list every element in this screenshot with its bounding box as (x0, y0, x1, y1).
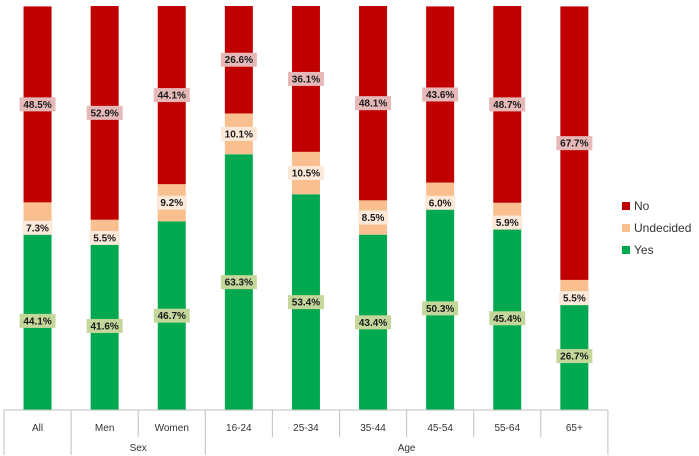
data-label-yes: 63.3% (225, 278, 253, 289)
data-label-bg (492, 215, 523, 230)
data-labels-layer: 44.1% 7.3% 48.5% 41.6% 5.5% 52.9% 46.7% 9.2% 44.… (19, 52, 593, 364)
bars-layer (23, 6, 589, 410)
category-tick-label: 65+ (566, 423, 583, 434)
data-label-yes: 44.1% (23, 316, 51, 327)
data-label-bg (422, 87, 459, 102)
legend-swatch-no (622, 202, 630, 210)
category-group-label: Age (398, 443, 416, 454)
data-label-no: 26.6% (225, 55, 253, 66)
data-label-bg (89, 230, 120, 245)
data-label-yes: 43.4% (359, 318, 387, 329)
legend-label-yes: Yes (634, 243, 654, 257)
category-tick-label: 16-24 (226, 423, 252, 434)
data-label-undecided: 7.3% (26, 223, 49, 234)
data-label-bg (287, 166, 324, 181)
data-label-bg (425, 195, 456, 210)
category-tick-label: Women (155, 423, 189, 434)
data-label-yes: 41.6% (90, 321, 118, 332)
data-label-undecided: 5.9% (496, 218, 519, 229)
data-label-undecided: 10.1% (225, 129, 253, 140)
data-label-no: 44.1% (158, 91, 186, 102)
data-label-yes: 26.7% (560, 352, 588, 363)
data-label-bg (153, 308, 190, 323)
data-label-bg (86, 318, 123, 333)
data-label-bg (358, 210, 389, 225)
category-tick-label: 25-34 (293, 423, 319, 434)
data-label-undecided: 9.2% (160, 198, 183, 209)
data-label-bg (559, 291, 590, 306)
data-label-bg (422, 301, 459, 316)
data-label-bg (153, 88, 190, 103)
category-tick-label: 55-64 (494, 423, 520, 434)
legend-label-no: No (634, 199, 650, 213)
data-label-bg (556, 136, 593, 151)
legend-label-undecided: Undecided (634, 221, 691, 235)
data-label-bg (220, 126, 257, 141)
legend-swatch-undecided (622, 224, 630, 232)
data-label-no: 52.9% (90, 108, 118, 119)
data-label-bg (287, 71, 324, 86)
legend: No Undecided Yes (622, 199, 691, 257)
data-label-bg (22, 220, 53, 235)
data-label-bg (19, 97, 56, 112)
category-tick-label: Men (95, 423, 114, 434)
data-label-yes: 50.3% (426, 304, 454, 315)
data-label-bg (220, 52, 257, 67)
data-label-no: 48.7% (493, 100, 521, 111)
data-label-yes: 46.7% (158, 311, 186, 322)
category-axis: All Men Women 16-24 25-34 35-44 45-54 55-64 65+ S… (3, 409, 609, 455)
data-label-bg (489, 97, 526, 112)
data-label-no: 36.1% (292, 74, 320, 85)
data-label-no: 48.1% (359, 99, 387, 110)
data-label-bg (220, 275, 257, 290)
data-label-yes: 45.4% (493, 314, 521, 325)
data-label-undecided: 5.5% (93, 233, 116, 244)
legend-swatch-yes (622, 246, 630, 254)
data-label-bg (19, 313, 56, 328)
data-label-bg (156, 195, 187, 210)
data-label-bg (355, 96, 392, 111)
data-label-no: 67.7% (560, 139, 588, 150)
data-label-undecided: 8.5% (362, 213, 385, 224)
data-label-no: 43.6% (426, 90, 454, 101)
data-label-yes: 53.4% (292, 298, 320, 309)
category-group-label: Sex (130, 443, 147, 454)
data-label-bg (287, 295, 324, 310)
category-tick-label: All (32, 423, 43, 434)
data-label-bg (355, 315, 392, 330)
category-tick-label: 45-54 (427, 423, 453, 434)
data-label-undecided: 6.0% (429, 198, 452, 209)
data-label-bg (556, 349, 593, 364)
data-label-no: 48.5% (23, 100, 51, 111)
data-label-bg (489, 311, 526, 326)
data-label-undecided: 5.5% (563, 294, 586, 305)
data-label-bg (86, 105, 123, 120)
data-label-undecided: 10.5% (292, 169, 320, 180)
category-tick-label: 35-44 (360, 423, 386, 434)
